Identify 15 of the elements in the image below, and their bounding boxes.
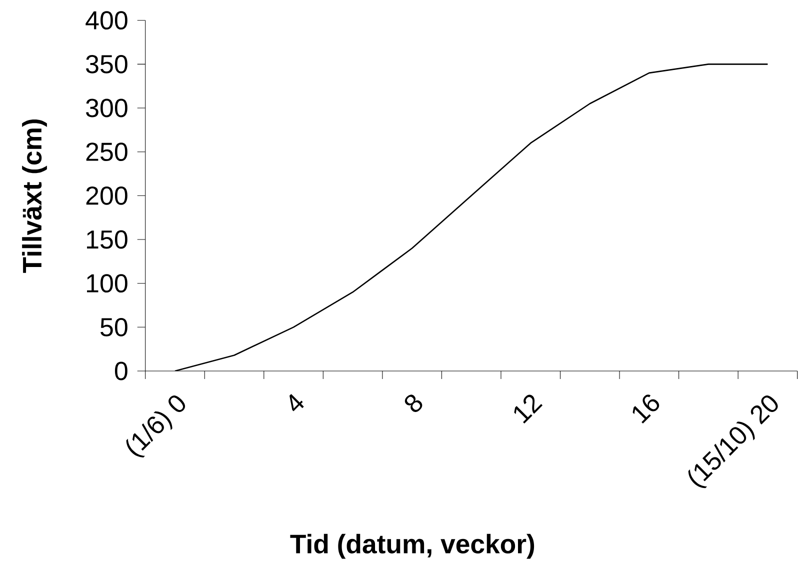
x-tick-label: 16 xyxy=(632,394,660,424)
x-axis-title: Tid (datum, veckor) xyxy=(290,534,534,559)
y-tick-label: 150 xyxy=(87,230,128,249)
x-tick-label: 8 xyxy=(404,394,422,412)
y-tick-label: 100 xyxy=(87,274,128,293)
y-tick-label: 250 xyxy=(86,142,128,162)
y-tick-label: 200 xyxy=(86,186,128,205)
y-tick-label: 350 xyxy=(86,54,128,74)
x-tick-label: 4 xyxy=(290,394,304,412)
y-axis-title: Tillväxt (cm) xyxy=(22,119,47,273)
y-tick-label: 0 xyxy=(114,362,128,380)
y-tick-label: 300 xyxy=(86,98,128,118)
x-tick-label: 12 xyxy=(514,394,543,424)
y-tick-label: 50 xyxy=(100,318,128,336)
y-tick-label: 400 xyxy=(86,11,128,30)
